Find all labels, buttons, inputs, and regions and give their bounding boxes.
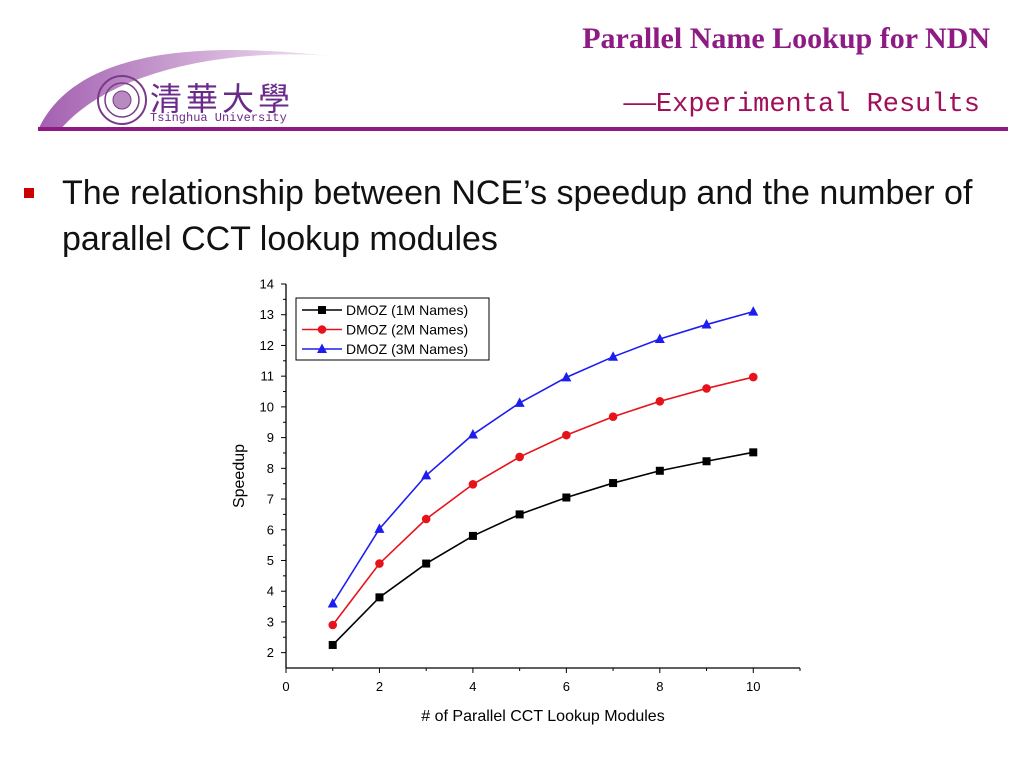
data-point-s1 [609, 479, 618, 488]
x-tick-label: 8 [656, 679, 663, 694]
y-tick-label: 9 [267, 430, 274, 445]
data-point-s2 [748, 372, 758, 382]
data-point-s1 [749, 448, 758, 457]
data-point-s3 [327, 597, 338, 608]
y-tick-label: 6 [267, 522, 274, 537]
data-point-s3 [561, 371, 572, 382]
y-tick-label: 8 [267, 461, 274, 476]
y-axis-label: Speedup [231, 444, 248, 508]
bullet-marker [24, 188, 34, 198]
slide-header: 清華大學 Tsinghua University Parallel Name L… [0, 0, 1024, 140]
y-tick-label: 5 [267, 553, 274, 568]
series-line-1 [332, 451, 754, 646]
legend-label: DMOZ (3M Names) [346, 341, 468, 357]
data-point-s3 [374, 523, 385, 533]
data-point-s1 [562, 493, 571, 502]
y-tick-label: 10 [260, 399, 274, 414]
logo-english-text: Tsinghua University [150, 111, 287, 125]
data-point-s2 [562, 430, 571, 440]
slide-subtitle: ——Experimental Results [623, 90, 980, 120]
data-point-s2 [515, 452, 524, 462]
y-tick-label: 3 [267, 614, 274, 629]
x-tick-label: 2 [376, 679, 383, 694]
legend-marker [317, 325, 327, 334]
y-tick-label: 7 [267, 492, 274, 507]
series-line-2 [332, 376, 754, 626]
data-point-s3 [514, 397, 525, 407]
y-tick-label: 11 [261, 369, 275, 384]
data-point-s1 [515, 510, 524, 519]
bullet-text: The relationship between NCE’s speedup a… [62, 174, 973, 258]
data-point-s3 [608, 351, 619, 361]
data-point-s1 [468, 531, 477, 540]
x-tick-label: 10 [746, 679, 760, 694]
y-tick-label: 14 [260, 277, 274, 292]
legend-marker [318, 306, 326, 314]
data-point-s1 [655, 466, 664, 475]
logo-chinese-text: 清華大學 [150, 80, 295, 118]
y-tick-label: 13 [260, 307, 274, 322]
x-tick-label: 4 [469, 679, 476, 694]
y-tick-label: 12 [260, 338, 274, 353]
data-point-s3 [654, 333, 665, 343]
data-point-s1 [328, 640, 337, 649]
data-point-s1 [375, 593, 384, 602]
y-tick-label: 4 [267, 584, 274, 599]
data-point-s2 [421, 514, 431, 524]
data-point-s3 [748, 306, 759, 316]
header-swoosh [38, 50, 1008, 131]
slide-title: Parallel Name Lookup for NDN [582, 22, 990, 55]
legend-marker [317, 343, 327, 353]
legend-label: DMOZ (1M Names) [346, 302, 468, 318]
data-point-s1 [422, 559, 431, 568]
data-point-s2 [655, 397, 665, 406]
data-point-s2 [702, 384, 711, 393]
legend-label: DMOZ (2M Names) [346, 322, 468, 338]
series-line-3 [332, 310, 754, 604]
data-point-s2 [468, 479, 478, 489]
data-point-s2 [328, 620, 338, 630]
data-point-s3 [701, 319, 712, 329]
data-point-s2 [608, 412, 618, 422]
data-point-s1 [702, 457, 711, 466]
x-axis-label: # of Parallel CCT Lookup Modules [421, 708, 664, 725]
x-tick-label: 6 [563, 679, 570, 694]
y-tick-label: 2 [267, 645, 274, 660]
data-point-s3 [467, 429, 478, 439]
data-point-s2 [375, 559, 384, 568]
x-tick-label: 0 [282, 679, 289, 694]
tsinghua-seal-logo [97, 75, 147, 125]
data-point-s3 [421, 469, 432, 480]
